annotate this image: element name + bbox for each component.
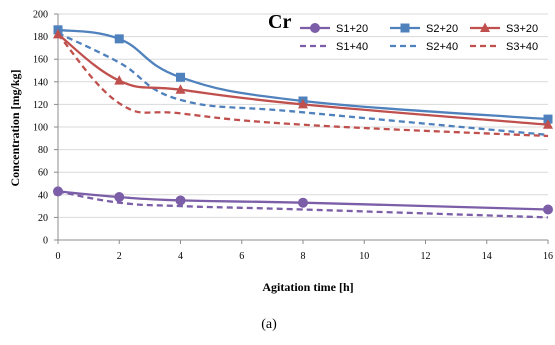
data-point-s2-20 bbox=[114, 34, 124, 44]
data-point-s3-20 bbox=[114, 75, 125, 85]
legend-label: S2+40 bbox=[426, 41, 458, 53]
legend-marker bbox=[400, 23, 410, 33]
legend-item-s2-20: S2+20 bbox=[390, 23, 458, 35]
y-tick-label: 40 bbox=[38, 190, 48, 201]
series-s3-20 bbox=[53, 28, 553, 129]
x-tick-label: 2 bbox=[117, 251, 122, 262]
y-tick-label: 140 bbox=[33, 77, 48, 88]
legend-marker bbox=[310, 23, 320, 33]
legend-label: S3+40 bbox=[506, 41, 538, 53]
series-s3-40 bbox=[57, 33, 549, 138]
tick-labels: 0 20 40 60 80 100 120 140 160 180 200 0 2 4 6 8 10 12 14 16 bbox=[33, 10, 553, 263]
legend-marker bbox=[480, 22, 490, 32]
series-s1-20 bbox=[53, 186, 553, 215]
series-s1-40 bbox=[57, 190, 549, 219]
y-tick-label: 100 bbox=[33, 123, 48, 134]
series-layer bbox=[53, 25, 553, 219]
y-tick-label: 0 bbox=[43, 236, 48, 247]
legend-label: S3+20 bbox=[506, 23, 538, 35]
series-line-s3-40 bbox=[57, 33, 549, 138]
legend-item-s1-20: S1+20 bbox=[300, 23, 368, 35]
data-point-s3-20 bbox=[543, 119, 553, 129]
legend-label: S2+20 bbox=[426, 23, 458, 35]
y-tick-label: 60 bbox=[38, 168, 48, 179]
legend-item-s3-20: S3+20 bbox=[470, 22, 538, 35]
x-tick-label: 12 bbox=[421, 251, 431, 262]
y-tick-label: 180 bbox=[33, 32, 48, 43]
data-point-s2-20 bbox=[543, 114, 553, 124]
y-tick-label: 160 bbox=[33, 55, 48, 66]
data-point-s1-20 bbox=[543, 204, 553, 215]
data-point-s1-20 bbox=[53, 186, 63, 197]
data-point-s1-20 bbox=[175, 195, 186, 206]
x-tick-label: 6 bbox=[239, 251, 244, 262]
y-axis-label: Concentration [mg/kg] bbox=[8, 70, 22, 187]
x-tick-label: 8 bbox=[301, 251, 306, 262]
y-tick-label: 120 bbox=[33, 100, 48, 111]
legend-label: S1+40 bbox=[336, 41, 368, 53]
legend-label: S1+20 bbox=[336, 23, 368, 35]
y-tick-label: 200 bbox=[33, 10, 48, 21]
legend-item-s2-40: S2+40 bbox=[390, 41, 458, 53]
data-point-s1-20 bbox=[298, 197, 308, 208]
data-point-s3-20 bbox=[175, 84, 186, 94]
x-tick-label: 4 bbox=[178, 251, 183, 262]
data-point-s3-20 bbox=[53, 28, 63, 39]
series-line-s1-40 bbox=[57, 190, 549, 219]
data-point-s1-20 bbox=[114, 192, 125, 203]
series-line-s2-40 bbox=[57, 32, 549, 137]
legend: S1+20 S2+20 S3+20 S1+40 S2+40 S3+40 bbox=[300, 22, 538, 53]
data-point-s2-20 bbox=[176, 72, 185, 82]
x-tick-label: 10 bbox=[359, 251, 369, 262]
x-tick-label: 0 bbox=[56, 251, 61, 262]
x-tick-label: 16 bbox=[543, 251, 553, 262]
chart-title: Cr bbox=[268, 11, 291, 33]
x-axis-label: Agitation time [h] bbox=[262, 280, 353, 294]
series-line-s3-20 bbox=[57, 33, 549, 126]
series-s2-40 bbox=[57, 32, 549, 137]
legend-item-s1-40: S1+40 bbox=[300, 41, 368, 53]
data-point-s3-20 bbox=[298, 98, 308, 109]
y-tick-label: 80 bbox=[38, 145, 48, 156]
y-tick-label: 20 bbox=[38, 213, 48, 224]
axes bbox=[54, 13, 549, 244]
x-tick-label: 14 bbox=[482, 251, 492, 262]
legend-item-s3-40: S3+40 bbox=[470, 41, 538, 53]
figure-caption: (a) bbox=[261, 317, 277, 332]
